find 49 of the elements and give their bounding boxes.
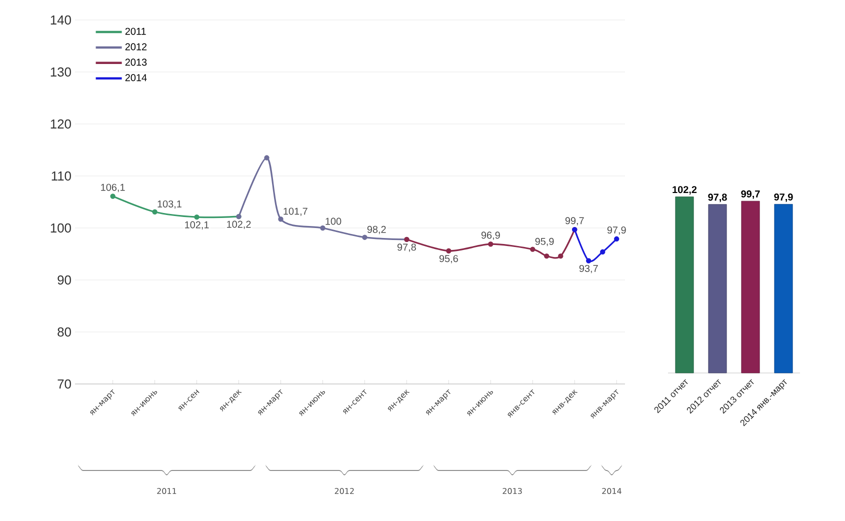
legend-label: 2012 [125, 43, 147, 50]
data-label: 95,6 [439, 255, 458, 264]
data-label: 101,7 [284, 208, 308, 216]
bar [708, 204, 727, 374]
y-tick-label: 130 [50, 67, 71, 77]
y-tick-label: 110 [52, 171, 71, 181]
point [600, 249, 606, 255]
point [194, 214, 200, 220]
point [488, 242, 494, 247]
y-tick-label: 120 [50, 119, 71, 129]
point [278, 216, 284, 222]
data-label: 99,7 [565, 217, 584, 226]
bar [774, 204, 793, 374]
data-label: 100 [326, 218, 342, 225]
point [558, 253, 564, 259]
y-tick-label: 90 [58, 275, 71, 285]
data-label: 103,1 [158, 200, 182, 209]
data-label: 93,7 [579, 264, 598, 274]
y-tick-label: 80 [58, 327, 71, 337]
legend-label: 2011 [125, 28, 146, 35]
data-label: 97,9 [607, 226, 626, 235]
point [110, 194, 116, 199]
data-label: 102,2 [672, 186, 697, 195]
data-label: 96,9 [481, 232, 500, 240]
y-tick-label: 100 [50, 223, 71, 233]
data-label: 99,7 [741, 190, 760, 199]
data-label: 97,8 [397, 244, 416, 252]
bar [741, 200, 760, 374]
data-label: 102,1 [185, 221, 209, 230]
data-label: 97,9 [774, 194, 793, 202]
data-label: 102,2 [227, 220, 251, 229]
point [264, 155, 270, 160]
data-label: 98,2 [367, 226, 386, 234]
data-label: 106,1 [101, 184, 125, 192]
point [362, 234, 368, 240]
point [530, 246, 536, 252]
point [152, 209, 158, 214]
point [446, 248, 452, 254]
data-label: 95,9 [535, 238, 554, 246]
legend-label: 2013 [125, 58, 147, 66]
point [614, 236, 620, 242]
data-label: 97,8 [708, 194, 727, 202]
bar [675, 196, 694, 374]
point [586, 258, 592, 264]
legend-label: 2014 [125, 74, 147, 82]
point [320, 225, 326, 231]
y-tick-label: 140 [50, 15, 71, 25]
point [544, 253, 550, 259]
y-tick-label: 70 [58, 379, 71, 389]
